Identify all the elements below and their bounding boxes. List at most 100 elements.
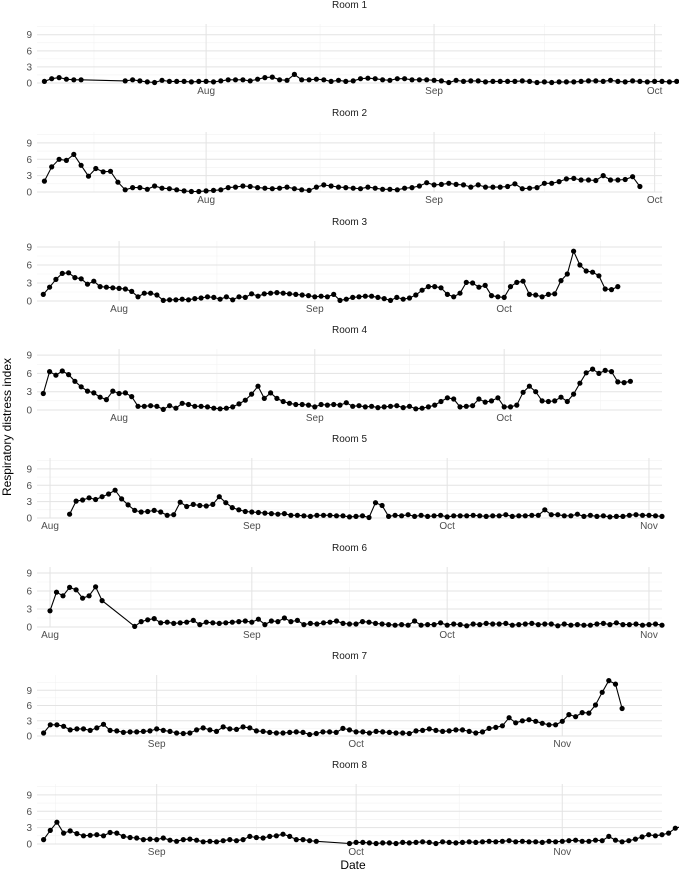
data-point — [470, 403, 476, 409]
data-point — [145, 617, 151, 623]
data-point — [573, 714, 579, 720]
data-point — [506, 838, 512, 844]
data-point — [151, 507, 157, 513]
x-tick-label: Sep — [425, 86, 443, 97]
data-point — [431, 622, 437, 628]
data-point — [418, 622, 424, 628]
data-point — [513, 839, 519, 845]
data-point — [63, 76, 69, 82]
data-point — [144, 79, 150, 85]
y-tick-label: 3 — [26, 716, 32, 727]
data-point — [353, 839, 359, 846]
x-tick-label: Sep — [306, 413, 324, 424]
x-tick-label: Aug — [110, 304, 128, 315]
data-point — [553, 722, 559, 728]
data-point — [91, 278, 97, 284]
data-point — [255, 383, 261, 389]
data-point — [233, 838, 240, 844]
data-point — [247, 833, 253, 840]
x-tick-label: Aug — [197, 86, 215, 97]
y-tick-label: 0 — [26, 732, 32, 743]
data-point — [145, 508, 151, 515]
data-point — [293, 291, 299, 297]
data-point — [171, 512, 177, 518]
data-point — [324, 294, 330, 300]
x-tick-label: Nov — [640, 521, 658, 532]
data-point — [464, 623, 470, 629]
data-point — [399, 622, 405, 628]
data-point — [236, 619, 242, 625]
data-point — [366, 514, 372, 521]
data-point — [380, 77, 386, 83]
data-point — [288, 619, 294, 625]
data-point — [558, 394, 564, 400]
x-axis-label: Date — [340, 858, 366, 872]
data-point — [116, 285, 122, 291]
data-point — [160, 727, 166, 734]
data-point — [600, 173, 606, 179]
data-point — [533, 292, 539, 298]
panel-room-3: 0 3 6 9 Aug Sep Oct Room 3 — [26, 217, 662, 315]
data-point — [71, 151, 77, 157]
data-point — [556, 179, 562, 185]
data-point — [457, 513, 463, 519]
data-point — [268, 510, 274, 517]
data-point — [369, 403, 375, 409]
panel-room-5: 0 3 6 9 Aug Sep Oct Nov Room 5 — [26, 434, 665, 532]
data-point — [527, 185, 533, 191]
data-point — [97, 394, 103, 400]
data-point — [154, 726, 160, 732]
data-point — [380, 186, 386, 192]
data-point — [293, 729, 299, 735]
data-point — [160, 835, 166, 841]
data-point — [54, 819, 60, 825]
data-point — [633, 621, 639, 627]
y-tick-label: 9 — [26, 138, 32, 149]
data-point — [216, 494, 222, 500]
data-point — [365, 184, 371, 190]
data-point — [63, 157, 69, 163]
data-point — [438, 398, 444, 405]
data-point — [277, 185, 283, 191]
data-point — [314, 621, 320, 627]
data-point — [114, 728, 120, 734]
data-point — [255, 185, 261, 191]
data-point — [350, 403, 356, 409]
x-tick-label: Aug — [197, 195, 215, 206]
data-point — [337, 297, 343, 303]
data-point — [305, 402, 312, 408]
data-point — [496, 621, 502, 627]
panel-room-6: 0 3 6 9 Aug Sep Oct Nov Room 6 — [26, 543, 665, 641]
series-line — [42, 249, 619, 301]
data-point — [84, 281, 91, 287]
data-point — [216, 620, 222, 627]
data-point — [242, 618, 248, 624]
data-point — [141, 403, 147, 409]
data-point — [460, 182, 467, 188]
data-point — [365, 75, 371, 81]
data-point — [402, 185, 408, 191]
data-point — [141, 290, 147, 296]
x-tick-label: Sep — [306, 304, 324, 315]
data-point — [392, 512, 398, 518]
data-point — [227, 837, 233, 843]
y-tick-label: 6 — [26, 587, 32, 598]
data-point — [200, 839, 206, 845]
data-point — [568, 513, 574, 519]
x-tick-label: Oct — [496, 413, 512, 424]
data-point — [646, 622, 652, 628]
data-point — [160, 406, 166, 412]
data-point — [381, 296, 387, 302]
data-point — [236, 294, 242, 300]
data-point — [174, 838, 180, 844]
data-point — [619, 705, 625, 712]
data-point — [426, 726, 432, 732]
data-point — [386, 729, 392, 736]
data-point — [49, 164, 55, 170]
data-point — [495, 294, 501, 300]
data-point — [84, 388, 91, 394]
data-point — [356, 294, 362, 300]
data-point — [192, 403, 198, 409]
data-point — [100, 169, 106, 175]
data-point — [373, 840, 379, 847]
